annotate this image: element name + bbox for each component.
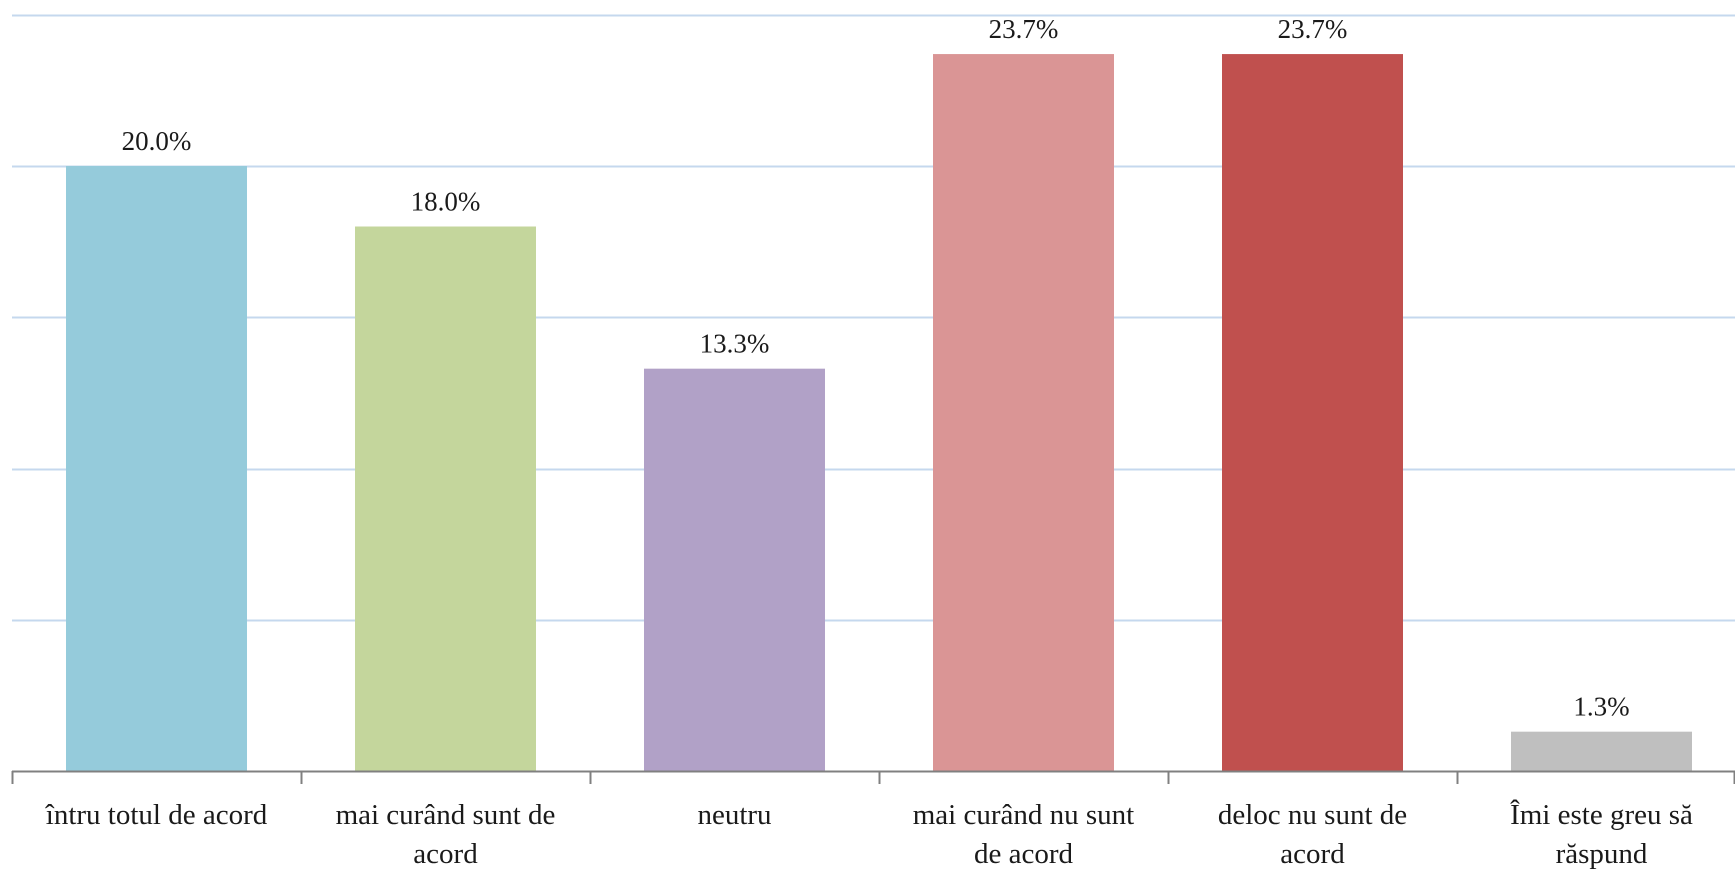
x-tick-label: acord [1280,838,1345,869]
x-tick-label: de acord [974,838,1074,869]
bar [1222,54,1403,771]
data-label: 23.7% [1278,14,1348,44]
data-label: 20.0% [122,126,192,156]
x-tick-label: Îmi este greu să [1510,798,1693,831]
x-axis [11,770,1735,784]
data-label: 18.0% [411,187,481,217]
x-tick-label: întru totul de acord [45,799,268,831]
bar [1511,731,1692,771]
bar [933,54,1114,771]
bar [355,226,536,771]
gridlines [12,14,1735,622]
data-label: 23.7% [989,14,1059,44]
x-tick-label: neutru [697,799,771,831]
data-label: 13.3% [700,329,770,359]
bar [66,166,247,771]
x-tick-labels: întru totul de acord mai curând sunt de ac… [45,798,1693,869]
data-labels: 20.0% 18.0% 13.3% 23.7% 23.7% 1.3% [122,14,1630,722]
data-label: 1.3% [1573,692,1629,722]
x-tick-label: mai curând sunt de [336,799,556,831]
x-tick-label: mai curând nu sunt [913,799,1134,831]
bar [644,368,825,771]
x-tick-label: răspund [1556,838,1648,869]
x-tick-label: acord [413,838,478,869]
bars [66,54,1692,771]
x-tick-label: deloc nu sunt de [1218,799,1407,831]
